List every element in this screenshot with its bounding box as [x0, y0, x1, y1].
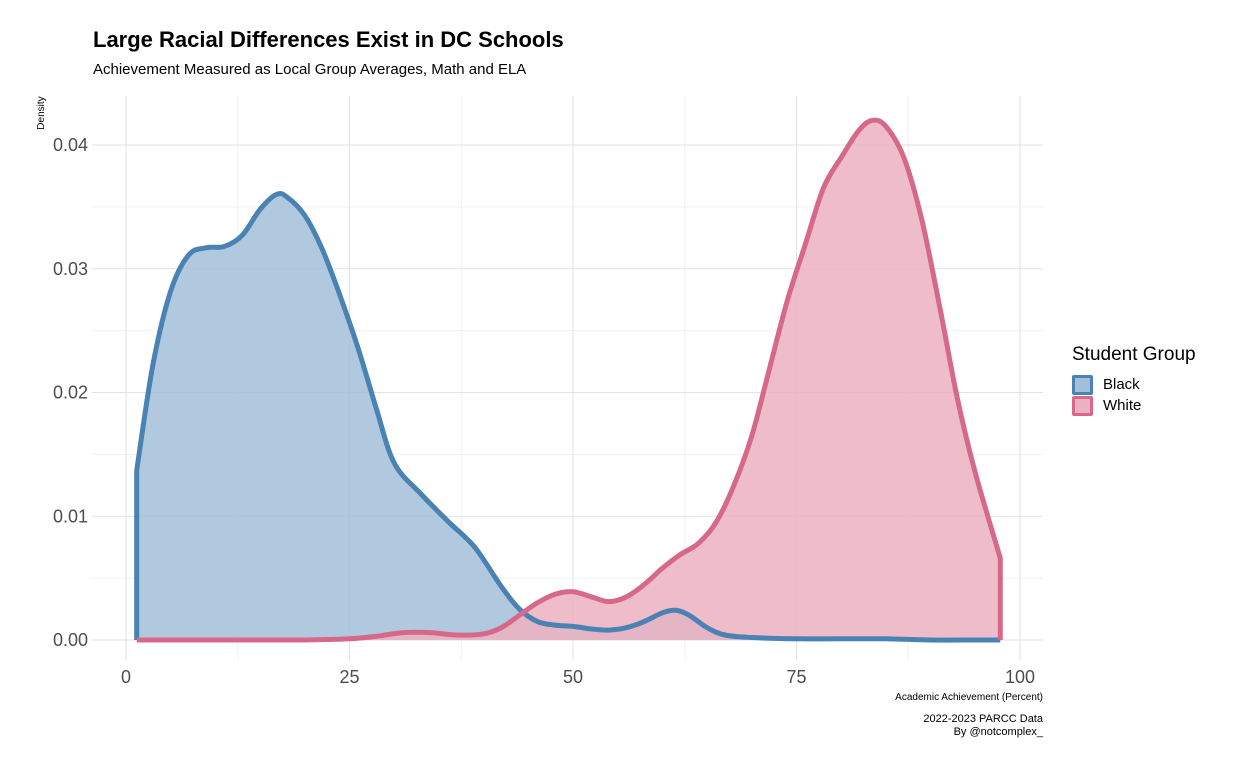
density-areas	[136, 120, 1001, 641]
density-area-black	[136, 193, 1001, 641]
density-lines	[134, 117, 1003, 643]
y-axis-ticks: 0.00 0.01 0.02 0.03 0.04	[53, 135, 88, 650]
chart-caption: 2022-2023 PARCC Data By @notcomplex_	[923, 713, 1043, 739]
x-tick-label: 50	[563, 667, 583, 687]
legend-swatch-white	[1072, 395, 1093, 416]
density-area-white	[136, 120, 1001, 641]
x-tick-label: 0	[121, 667, 131, 687]
legend-label-white: White	[1103, 397, 1142, 414]
legend-title: Student Group	[1072, 344, 1196, 365]
y-tick-label: 0.01	[53, 506, 88, 526]
x-tick-label: 100	[1005, 667, 1035, 687]
y-tick-label: 0.00	[53, 630, 88, 650]
density-line-white	[136, 117, 1003, 643]
legend-item-white: White	[1072, 395, 1196, 416]
x-axis-ticks: 0 25 50 75 100	[121, 667, 1035, 687]
x-tick-label: 25	[339, 667, 359, 687]
chart-title: Large Racial Differences Exist in DC Sch…	[93, 27, 564, 52]
x-axis-label: Academic Achievement (Percent)	[895, 692, 1043, 703]
legend-swatch-black	[1072, 374, 1093, 395]
caption-source: 2022-2023 PARCC Data	[923, 713, 1043, 725]
density-line-black	[134, 190, 1001, 643]
legend-label-black: Black	[1103, 376, 1140, 393]
y-tick-label: 0.04	[53, 135, 88, 155]
chart-subtitle: Achievement Measured as Local Group Aver…	[93, 61, 527, 78]
legend: Student Group Black White	[1072, 344, 1196, 416]
caption-author: By @notcomplex_	[953, 726, 1043, 738]
x-tick-label: 75	[786, 667, 806, 687]
y-axis-label: Density	[36, 96, 47, 129]
y-tick-label: 0.02	[53, 383, 88, 403]
y-tick-label: 0.03	[53, 259, 88, 279]
legend-item-black: Black	[1072, 374, 1196, 395]
